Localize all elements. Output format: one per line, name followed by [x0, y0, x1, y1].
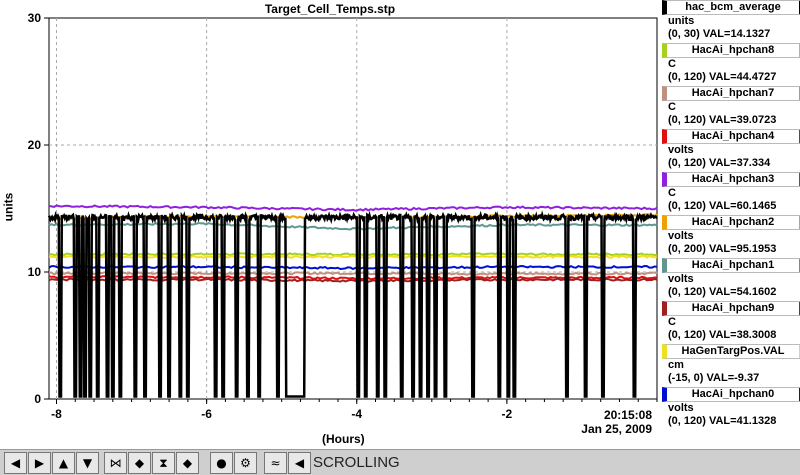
scroll-left-button[interactable]: ◀ — [4, 452, 27, 474]
legend-swatch: HacAi_hpchan8 — [662, 43, 800, 58]
y-tick-label: 10 — [28, 265, 42, 279]
chart-svg: 0 10 20 30 -8 -6 -4 -2 — [28, 11, 658, 421]
series-line-HaGenTargPos.VAL — [48, 254, 658, 259]
legend-range: (-15, 0) VAL=-9.37 — [668, 372, 760, 384]
legend-item-hpchan2[interactable]: HacAi_hpchan2 volts (0, 200) VAL=95.1953 — [660, 215, 800, 258]
legend-unit: cm — [668, 359, 684, 371]
record-button[interactable]: ● — [210, 452, 233, 474]
scroll-right-button[interactable]: ▶ — [28, 452, 51, 474]
mode-status: SCROLLING — [313, 454, 400, 471]
scroll-up-button[interactable]: ▲ — [52, 452, 75, 474]
chart-title: Target_Cell_Temps.stp — [264, 2, 396, 16]
zoom-out-x-button[interactable]: ◆ — [128, 452, 151, 474]
legend-unit: C — [668, 101, 676, 113]
legend-swatch: HacAi_hpchan9 — [662, 301, 800, 316]
y-tick-label: 0 — [34, 392, 41, 406]
series-line-HacAi_hpchan9 — [48, 277, 658, 283]
zoom-in-y-button[interactable]: ⧗ — [152, 452, 175, 474]
zoom-out-y-button[interactable]: ◆ — [176, 452, 199, 474]
legend-item-hpchan3[interactable]: HacAi_hpchan3 C (0, 120) VAL=60.1465 — [660, 172, 800, 215]
legend-swatch: HacAi_hpchan0 — [662, 387, 800, 402]
legend-swatch: HacAi_hpchan3 — [662, 172, 800, 187]
series-line-HacAi_hpchan0 — [48, 264, 658, 271]
legend-range: (0, 120) VAL=39.0723 — [668, 114, 777, 126]
toolbar: ◀ ▶ ▲ ▼ ⋈ ◆ ⧗ ◆ ● ⚙ ≈ ◀ SCROLLING — [0, 449, 800, 475]
legend: hac_bcm_average units (0, 30) VAL=14.132… — [660, 0, 800, 430]
legend-unit: C — [668, 316, 676, 328]
scroll-down-button[interactable]: ▼ — [76, 452, 99, 474]
legend-swatch: hac_bcm_average — [662, 0, 800, 15]
x-tick-label: -8 — [51, 407, 62, 421]
legend-item-hpchan8[interactable]: HacAi_hpchan8 C (0, 120) VAL=44.4727 — [660, 43, 800, 86]
legend-item-hpchan1[interactable]: HacAi_hpchan1 volts (0, 120) VAL=54.1602 — [660, 258, 800, 301]
legend-swatch: HacAi_hpchan4 — [662, 129, 800, 144]
legend-item-hpchan0[interactable]: HacAi_hpchan0 volts (0, 120) VAL=41.1328 — [660, 387, 800, 430]
series-line-HacAi_hpchan1 — [48, 221, 658, 231]
legend-swatch: HacAi_hpchan1 — [662, 258, 800, 273]
y-axis-label: units — [1, 192, 16, 222]
legend-item-hpchan4[interactable]: HacAi_hpchan4 volts (0, 120) VAL=37.334 — [660, 129, 800, 172]
legend-unit: volts — [668, 230, 694, 242]
legend-swatch: HacAi_hpchan7 — [662, 86, 800, 101]
y-tick-label: 30 — [28, 11, 42, 25]
legend-item-hpchan9[interactable]: HacAi_hpchan9 C (0, 120) VAL=38.3008 — [660, 301, 800, 344]
legend-unit: C — [668, 58, 676, 70]
legend-range: (0, 30) VAL=14.1327 — [668, 28, 771, 40]
zoom-in-x-button[interactable]: ⋈ — [104, 452, 127, 474]
legend-unit: C — [668, 187, 676, 199]
x-tick-label: -6 — [201, 407, 212, 421]
legend-range: (0, 120) VAL=44.4727 — [668, 71, 777, 83]
series-line-HacAi_hpchan3 — [48, 204, 658, 212]
legend-range: (0, 120) VAL=60.1465 — [668, 200, 777, 212]
legend-range: (0, 200) VAL=95.1953 — [668, 243, 777, 255]
legend-swatch: HacAi_hpchan2 — [662, 215, 800, 230]
legend-unit: volts — [668, 402, 694, 414]
legend-unit: volts — [668, 273, 694, 285]
scroll-mode-button[interactable]: ◀ — [288, 452, 311, 474]
plot-area — [48, 17, 658, 400]
timestamp-time: 20:15:08 — [603, 408, 652, 422]
legend-range: (0, 120) VAL=38.3008 — [668, 329, 777, 341]
series-line-HacAi_hpchan4 — [48, 275, 658, 281]
legend-swatch: HaGenTargPos.VAL — [662, 344, 800, 359]
legend-item-hpchan7[interactable]: HacAi_hpchan7 C (0, 120) VAL=39.0723 — [660, 86, 800, 129]
x-tick-label: -4 — [351, 407, 362, 421]
legend-item-hagentargpos[interactable]: HaGenTargPos.VAL cm (-15, 0) VAL=-9.37 — [660, 344, 800, 387]
x-axis-label: (Hours) — [322, 432, 365, 446]
series-line-hac_bcm_average — [47, 210, 658, 398]
timestamp: 20:15:08 Jan 25, 2009 — [581, 408, 652, 436]
legend-range: (0, 120) VAL=41.1328 — [668, 415, 777, 427]
legend-unit: units — [668, 15, 695, 27]
legend-range: (0, 120) VAL=37.334 — [668, 157, 771, 169]
x-tick-label: -2 — [502, 407, 513, 421]
legend-item-hac-bcm-average[interactable]: hac_bcm_average units (0, 30) VAL=14.132… — [660, 0, 800, 43]
autoscale-button[interactable]: ≈ — [264, 452, 287, 474]
legend-range: (0, 120) VAL=54.1602 — [668, 286, 777, 298]
timestamp-date: Jan 25, 2009 — [581, 422, 652, 436]
series-line-HacAi_hpchan7 — [48, 271, 658, 276]
legend-unit: volts — [668, 144, 694, 156]
series-line-HacAi_hpchan8 — [48, 252, 658, 257]
settings-button[interactable]: ⚙ — [234, 452, 257, 474]
y-tick-label: 20 — [28, 138, 42, 152]
